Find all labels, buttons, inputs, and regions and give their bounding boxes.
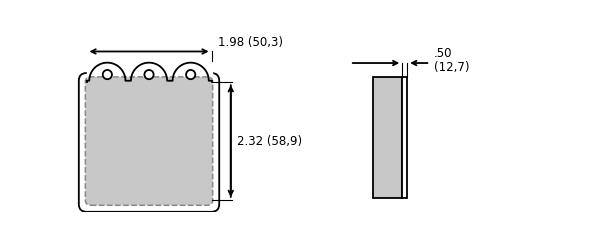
Bar: [373, 77, 402, 198]
Circle shape: [103, 70, 112, 79]
FancyBboxPatch shape: [85, 77, 212, 205]
Circle shape: [145, 70, 154, 79]
Text: 1.98 (50,3): 1.98 (50,3): [218, 36, 283, 49]
Text: (12,7): (12,7): [434, 61, 470, 74]
Circle shape: [186, 70, 196, 79]
Bar: [402, 77, 407, 198]
Text: 2.32 (58,9): 2.32 (58,9): [237, 134, 302, 148]
Text: .50: .50: [434, 47, 452, 60]
FancyBboxPatch shape: [79, 73, 219, 212]
